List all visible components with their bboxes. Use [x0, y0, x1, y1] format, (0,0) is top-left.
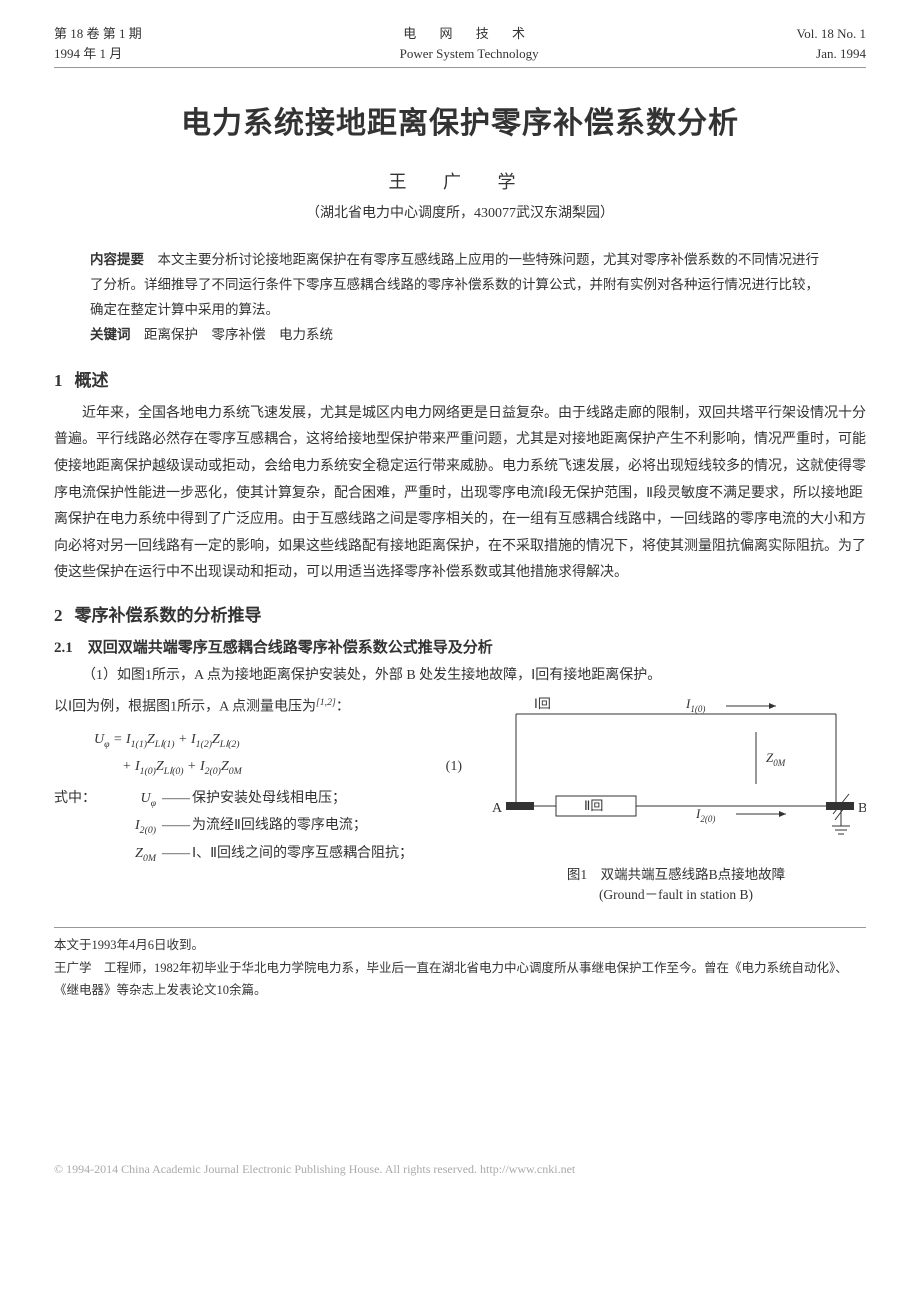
keywords-label: 关键词	[90, 327, 131, 342]
section-2-1-num: 2.1	[54, 640, 73, 656]
citation-ref: [1,2]	[316, 697, 336, 708]
abstract-text: 内容提要 本文主要分析讨论接地距离保护在有零序互感线路上应用的一些特殊问题，尤其…	[90, 248, 830, 323]
author-affiliation: （湖北省电力中心调度所，430077武汉东湖梨园）	[54, 202, 866, 222]
svg-text:Z0M: Z0M	[766, 750, 786, 768]
section-2-1-heading: 2.1 双回双端共端零序互感耦合线路零序补偿系数公式推导及分析	[54, 636, 866, 657]
eq-lead: 以Ⅰ回为例，根据图1所示，A 点测量电压为[1,2]：	[54, 694, 468, 721]
keywords-line: 关键词 距离保护 零序补偿 电力系统	[90, 323, 830, 348]
footnote-1: 本文于1993年4月6日收到。	[54, 934, 866, 957]
section-1-heading: 1 概述	[54, 366, 866, 391]
header-right: Vol. 18 No. 1 Jan. 1994	[797, 24, 866, 63]
section-2-num: 2	[54, 606, 63, 625]
section-2-1-title: 双回双端共端零序互感耦合线路零序补偿系数公式推导及分析	[88, 640, 493, 656]
where-label: 式中：	[54, 786, 96, 813]
page-header: 第 18 卷 第 1 期 1994 年 1 月 电 网 技 术 Power Sy…	[54, 24, 866, 68]
volume-issue-cn: 第 18 卷 第 1 期	[54, 24, 142, 44]
figure-1-svg: Z0M	[486, 694, 866, 854]
section-1-body: 近年来，全国各地电力系统飞速发展，尤其是城区内电力网络更是日益复杂。由于线路走廊…	[54, 401, 866, 587]
abstract-body: 本文主要分析讨论接地距离保护在有零序互感线路上应用的一些特殊问题，尤其对零序补偿…	[90, 252, 819, 317]
two-column-region: 以Ⅰ回为例，根据图1所示，A 点测量电压为[1,2]： Uφ = I1(1)ZL…	[54, 694, 866, 906]
author-name: 王 广 学	[54, 168, 866, 194]
section-1-num: 1	[54, 371, 63, 390]
fig1-line1-label: Ⅰ回	[534, 696, 551, 711]
copyright-watermark: © 1994-2014 China Academic Journal Elect…	[0, 1162, 920, 1207]
figure-1-caption-cn: 图1 双端共端互感线路B点接地故障	[486, 865, 866, 885]
eq1-number: (1)	[446, 754, 462, 781]
journal-name-en: Power System Technology	[400, 44, 539, 64]
where-3-sym: Z0M	[96, 841, 160, 868]
header-left: 第 18 卷 第 1 期 1994 年 1 月	[54, 24, 142, 63]
keywords-text: 距离保护 零序补偿 电力系统	[144, 327, 333, 342]
footnote-separator	[54, 927, 866, 928]
equation-1: Uφ = I1(1)ZLⅠ(1) + I1(2)ZLⅠ(2) + I1(0)ZL…	[94, 727, 468, 782]
paper-title: 电力系统接地距离保护零序补偿系数分析	[54, 98, 866, 142]
right-column: Z0M	[486, 694, 866, 906]
where-1-sym: Uφ	[96, 786, 160, 813]
where-3-def: Ⅰ、Ⅱ回线之间的零序互感耦合阻抗；	[192, 841, 468, 868]
fig1-node-a: A	[492, 801, 503, 816]
where-2-sym: I2(0)	[96, 813, 160, 840]
section-1-title: 概述	[75, 371, 109, 390]
fig1-line2-label: Ⅱ回	[584, 798, 603, 813]
eq1-line1: Uφ = I1(1)ZLⅠ(1) + I1(2)ZLⅠ(2)	[94, 727, 468, 754]
volume-issue-en: Vol. 18 No. 1	[797, 24, 866, 44]
section-2-1-intro: （1）如图1所示，A 点为接地距离保护安装处，外部 B 处发生接地故障，Ⅰ回有接…	[54, 663, 866, 690]
where-2-def: 为流经Ⅱ回线路的零序电流；	[192, 813, 468, 840]
date-cn: 1994 年 1 月	[54, 44, 142, 64]
section-2-heading: 2 零序补偿系数的分析推导	[54, 601, 866, 626]
abstract-label: 内容提要	[90, 252, 144, 267]
where-1-def: 保护安装处母线相电压；	[192, 786, 468, 813]
journal-name-cn: 电 网 技 术	[400, 24, 539, 44]
figure-1-caption: 图1 双端共端互感线路B点接地故障 (Ground－fault in stati…	[486, 865, 866, 906]
fig1-node-b: B	[858, 801, 866, 816]
abstract-block: 内容提要 本文主要分析讨论接地距离保护在有零序互感线路上应用的一些特殊问题，尤其…	[90, 248, 830, 348]
left-column: 以Ⅰ回为例，根据图1所示，A 点测量电压为[1,2]： Uφ = I1(1)ZL…	[54, 694, 468, 868]
fig1-i2-label: I2(0)	[695, 806, 715, 824]
fig1-i1-label: I1(0)	[685, 696, 705, 714]
figure-1-caption-en: (Ground－fault in station B)	[486, 885, 866, 905]
footnote-2: 王广学 工程师，1982年初毕业于华北电力学院电力系，毕业后一直在湖北省电力中心…	[54, 957, 866, 1002]
header-center: 电 网 技 术 Power System Technology	[400, 24, 539, 63]
where-block: 式中： Uφ —— 保护安装处母线相电压； I2(0) —— 为流经Ⅱ回线路的零…	[54, 786, 468, 868]
date-en: Jan. 1994	[797, 44, 866, 64]
eq1-line2: + I1(0)ZLⅠ(0) + I2(0)Z0M (1)	[94, 754, 468, 781]
section-2-title: 零序补偿系数的分析推导	[75, 606, 262, 625]
footnote-block: 本文于1993年4月6日收到。 王广学 工程师，1982年初毕业于华北电力学院电…	[54, 934, 866, 1002]
